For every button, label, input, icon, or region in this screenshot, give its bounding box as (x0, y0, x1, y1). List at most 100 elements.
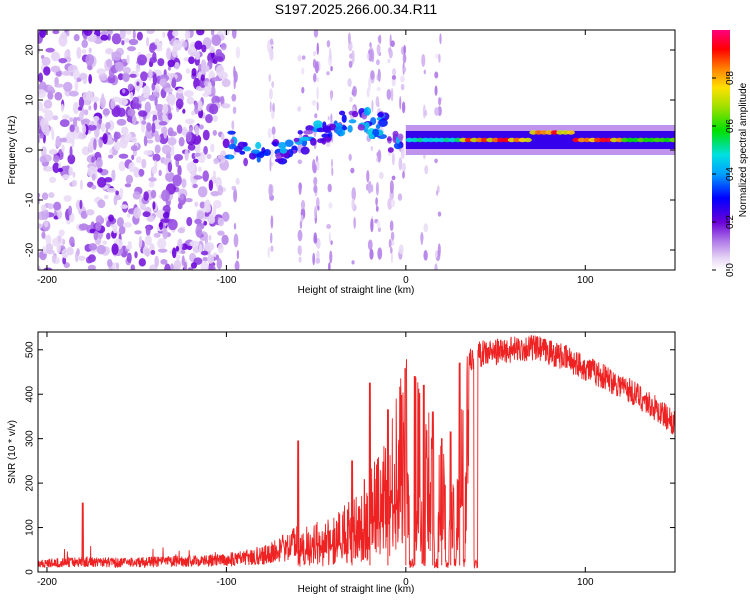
streak-blob (402, 171, 405, 179)
noise-blob (143, 149, 153, 156)
noise-blob (59, 119, 70, 127)
noise-blob (50, 51, 61, 62)
transition-blob (393, 142, 402, 150)
noise-blob (93, 115, 100, 122)
transition-blob (341, 114, 347, 123)
noise-blob (90, 96, 100, 103)
streak-blob (434, 71, 439, 79)
streak-blob (389, 246, 393, 254)
noise-blob (52, 30, 60, 35)
noise-blob (186, 161, 196, 173)
y-tick-label: 0 (25, 147, 36, 153)
noise-blob (132, 30, 136, 40)
noise-blob (213, 158, 219, 165)
streak-blob (388, 238, 392, 248)
streak-blob (231, 93, 237, 102)
streak-blob (300, 199, 306, 210)
y-tick-label: 0 (25, 569, 36, 575)
transition-blob (278, 142, 287, 149)
noise-blob (153, 232, 161, 238)
streak-blob (316, 42, 320, 55)
streak-blob (271, 126, 276, 135)
noise-blob (138, 235, 143, 248)
transition-blob (261, 147, 266, 154)
streak-blob (391, 152, 395, 166)
noise-blob (209, 103, 219, 115)
streak-blob (331, 167, 334, 177)
noise-blob (157, 109, 163, 119)
noise-blob (97, 177, 107, 188)
transition-blob (300, 146, 310, 155)
noise-blob (161, 144, 172, 155)
noise-blob (197, 100, 203, 112)
transition-blob (334, 125, 343, 135)
noise-blob (88, 243, 98, 251)
noise-blob (72, 116, 78, 127)
noise-blob (41, 192, 49, 201)
noise-blob (41, 56, 51, 66)
noise-blob (105, 48, 114, 55)
noise-blob (162, 103, 169, 115)
streak-blob (375, 181, 379, 196)
noise-blob (158, 121, 168, 126)
noise-blob (175, 254, 181, 260)
streak-blob (314, 205, 317, 219)
transition-blob (387, 147, 394, 153)
noise-blob (138, 258, 146, 267)
noise-blob (113, 131, 121, 140)
noise-blob (127, 46, 136, 52)
noise-blob (101, 93, 105, 104)
noise-blob (93, 101, 98, 111)
noise-blob (185, 68, 191, 74)
streak-blob (367, 239, 373, 251)
noise-blob (55, 235, 63, 246)
noise-blob (181, 255, 185, 266)
noise-blob (76, 77, 80, 83)
streak-blob (315, 197, 320, 209)
noise-blob (62, 174, 70, 180)
noise-blob (69, 146, 73, 158)
noise-blob (152, 73, 158, 86)
noise-blob (135, 156, 142, 164)
streak-blob (378, 34, 382, 45)
noise-blob (63, 195, 72, 203)
streak-blob (328, 202, 333, 209)
noise-blob (121, 40, 125, 46)
noise-blob (48, 149, 58, 155)
streak-blob (369, 248, 374, 260)
noise-blob (171, 77, 177, 89)
noise-blob (167, 127, 174, 137)
transition-blob (377, 112, 384, 118)
noise-blob (196, 30, 205, 36)
noise-blob (122, 66, 132, 74)
streak-blob (403, 66, 407, 73)
streak-blob (234, 260, 240, 270)
noise-blob (132, 96, 140, 104)
noise-blob (208, 179, 214, 191)
noise-blob (141, 120, 147, 125)
streak-blob (390, 231, 395, 241)
noise-blob (38, 265, 41, 270)
noise-blob (200, 250, 209, 256)
noise-blob (138, 169, 145, 177)
tone-segment (669, 137, 675, 143)
streak-blob (313, 184, 318, 194)
noise-blob (174, 62, 180, 70)
noise-blob (109, 149, 113, 154)
transition-blob (284, 139, 294, 147)
transition-blob (368, 134, 375, 140)
streak-blob (401, 101, 406, 114)
noise-blob (143, 94, 150, 99)
noise-blob (50, 65, 61, 73)
noise-blob (160, 259, 168, 265)
noise-blob (172, 30, 179, 37)
noise-blob (126, 213, 131, 218)
streak-blob (367, 52, 370, 61)
streak-blob (236, 249, 240, 260)
noise-blob (217, 230, 225, 236)
noise-blob (210, 190, 220, 197)
transition-blob (227, 130, 236, 135)
noise-blob (194, 40, 203, 51)
noise-blob (129, 91, 134, 100)
y-tick-label: 500 (25, 341, 36, 358)
